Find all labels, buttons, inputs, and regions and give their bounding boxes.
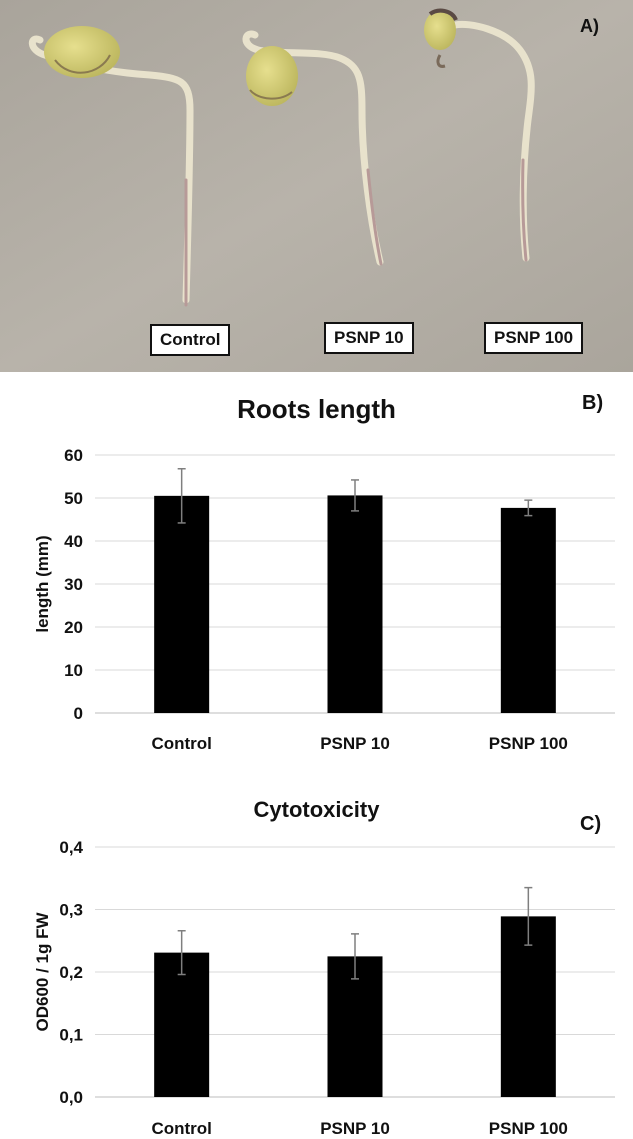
roots-length-chart: 0 10 20 30 40 50 60 length (mm) Control PSNP 10 PS… — [33, 446, 615, 753]
y-tick-label: 0,1 — [59, 1025, 83, 1044]
y-tick-label: 40 — [64, 532, 83, 551]
y-tick-label: 60 — [64, 446, 83, 465]
bar-psnp-100 — [500, 507, 556, 713]
y-tick-label: 0,2 — [59, 963, 83, 982]
chart-b-title: Roots length — [237, 394, 396, 424]
x-category-label: Control — [151, 734, 211, 753]
chart-c-title: Cytotoxicity — [253, 797, 380, 822]
label-control: Control — [150, 324, 231, 356]
bar-psnp-10 — [327, 956, 383, 1097]
label-psnp10: PSNP 10 — [324, 322, 414, 354]
label-psnp100: PSNP 100 — [484, 322, 584, 354]
seedling-psnp100 — [424, 8, 535, 262]
y-axis-label: length (mm) — [33, 535, 52, 632]
y-axis-label: OD600 / 1g FW — [33, 912, 52, 1032]
y-tick-label: 0 — [74, 704, 83, 723]
bar-control — [154, 495, 210, 713]
seedling-control — [28, 26, 194, 307]
cytotoxicity-chart: 0,0 0,1 0,2 0,3 0,4 OD600 / 1g FW Control PSNP … — [33, 838, 615, 1138]
y-tick-label: 10 — [64, 661, 83, 680]
y-tick-label: 20 — [64, 618, 83, 637]
bar-psnp-100 — [500, 916, 556, 1097]
y-tick-label: 30 — [64, 575, 83, 594]
panel-c-letter: C) — [580, 813, 602, 835]
seedlings-photo-drawing — [0, 0, 633, 372]
x-category-label: PSNP 10 — [320, 734, 390, 753]
y-tick-label: 0,0 — [59, 1088, 83, 1107]
seedling-psnp10 — [242, 30, 384, 266]
bar-psnp-10 — [327, 495, 383, 713]
y-tick-label: 0,3 — [59, 900, 83, 919]
panel-b-letter: B) — [582, 392, 604, 414]
x-category-label: PSNP 100 — [489, 734, 568, 753]
x-category-label: PSNP 100 — [489, 1119, 568, 1138]
bar-control — [154, 952, 210, 1097]
panel-a-letter: A) — [580, 16, 599, 36]
seedlings-photo: A) Control PSNP 10 PSNP 100 — [0, 0, 633, 372]
y-tick-label: 50 — [64, 489, 83, 508]
y-tick-label: 0,4 — [59, 838, 83, 857]
x-category-label: PSNP 10 — [320, 1119, 390, 1138]
x-category-label: Control — [151, 1119, 211, 1138]
